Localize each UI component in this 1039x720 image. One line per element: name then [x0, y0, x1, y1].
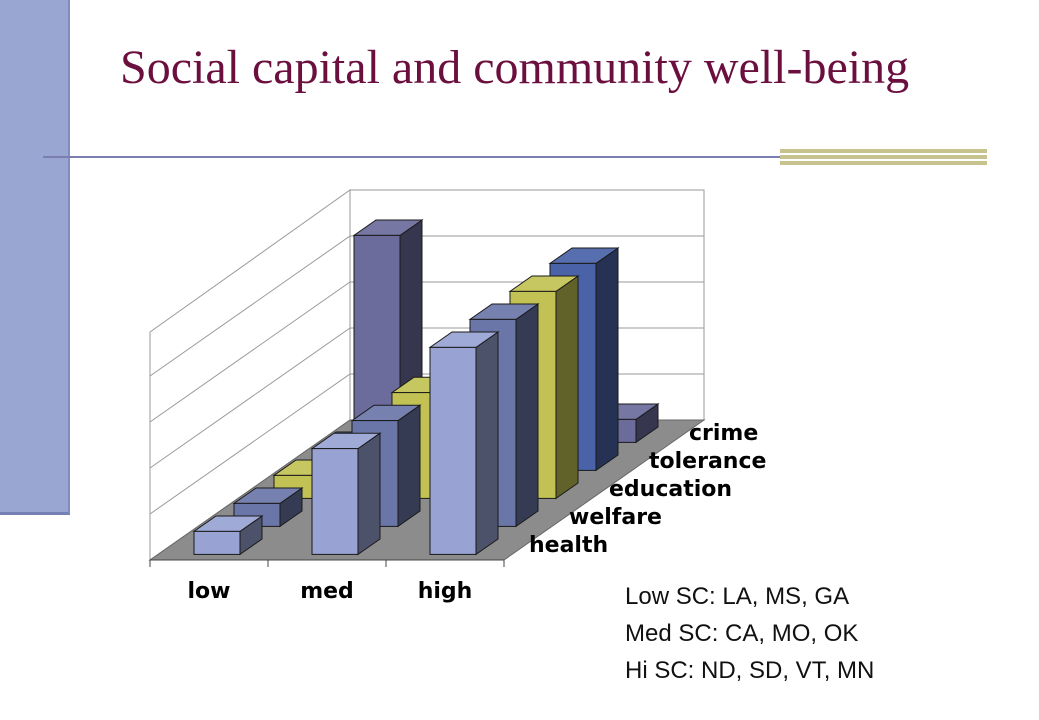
bar-side [397, 404, 421, 528]
state-groups-note: Low SC: LA, MS, GA Med SC: CA, MO, OK Hi… [625, 578, 874, 689]
bar-health-low [193, 530, 241, 555]
series-label: education [609, 477, 732, 502]
gridline [149, 235, 704, 377]
side-accent-bar [0, 0, 70, 515]
slide-title: Social capital and community well-being [120, 41, 910, 94]
x-tick-label: med [300, 579, 354, 604]
bar-side [357, 432, 381, 556]
series-label: health [529, 533, 608, 558]
series-label: crime [689, 421, 758, 446]
title-rule-accent [780, 149, 987, 167]
series-label: welfare [569, 505, 662, 530]
bar-side [595, 247, 619, 472]
bar-side [555, 275, 579, 500]
x-tick-label: high [418, 579, 473, 604]
note-hi-sc: Hi SC: ND, SD, VT, MN [625, 657, 875, 684]
bar-health-med [311, 448, 359, 555]
bar-side [475, 331, 499, 556]
bar-side [515, 303, 539, 528]
series-label: tolerance [649, 449, 766, 474]
title-rule [43, 156, 987, 158]
note-low-sc: Low SC: LA, MS, GA [625, 583, 850, 610]
note-med-sc: Med SC: CA, MO, OK [625, 620, 859, 647]
bar-health-high [429, 346, 477, 555]
x-tick-label: low [188, 579, 231, 604]
